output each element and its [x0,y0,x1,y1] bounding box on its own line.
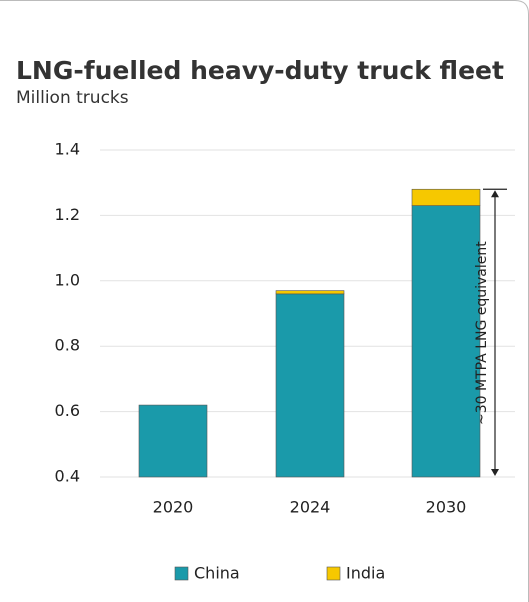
y-tick-label: 1.0 [55,270,80,289]
legend-label: India [346,564,385,583]
y-tick-label: 0.8 [55,336,80,355]
bar-segment [411,188,481,206]
chart-title: LNG-fuelled heavy-duty truck fleet [16,56,504,85]
y-tick-label: 0.6 [55,401,80,420]
x-tick-label: 2024 [290,498,331,517]
bar-segment [138,404,208,478]
legend-swatch [174,566,189,581]
y-tick-label: 1.2 [55,205,80,224]
arrowhead [491,469,499,476]
bar-segment [275,293,345,478]
x-tick-label: 2020 [153,498,194,517]
bar-segment [411,205,481,478]
legend-swatch [326,566,341,581]
legend-label: China [194,564,240,583]
arrowhead [491,190,499,198]
y-tick-label: 1.4 [55,140,80,159]
x-tick-label: 2030 [426,498,467,517]
chart-subtitle: Million trucks [16,88,129,108]
annotation: ~30 MTPA LNG equivalent [474,241,490,425]
bar-segment [275,290,345,295]
y-tick-label: 0.4 [55,467,80,486]
